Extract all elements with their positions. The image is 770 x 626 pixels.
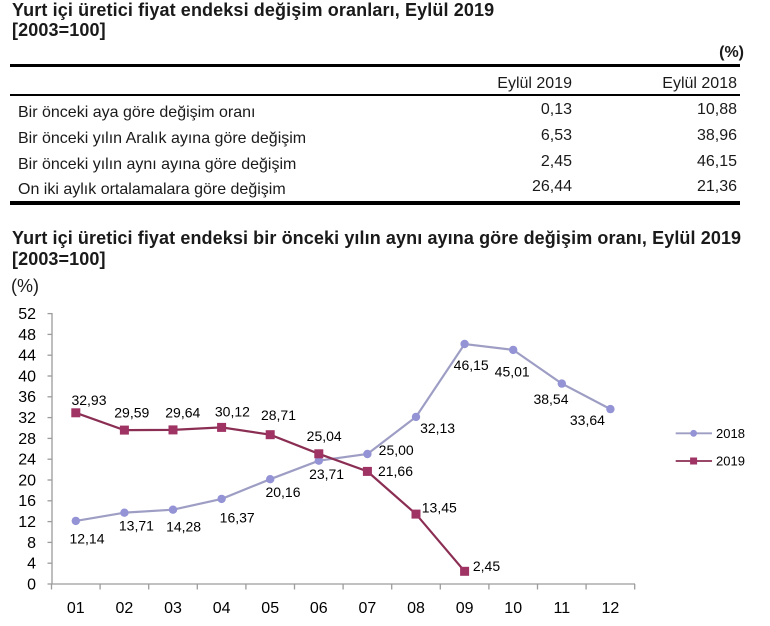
svg-text:04: 04 <box>213 600 231 617</box>
svg-text:29,59: 29,59 <box>114 405 149 421</box>
svg-text:8: 8 <box>27 535 36 552</box>
svg-text:01: 01 <box>67 600 85 617</box>
svg-text:2019: 2019 <box>716 454 745 469</box>
svg-text:24: 24 <box>18 452 36 469</box>
svg-text:2,45: 2,45 <box>473 558 500 574</box>
svg-text:33,64: 33,64 <box>570 412 605 428</box>
svg-text:36: 36 <box>18 389 36 406</box>
svg-text:30,12: 30,12 <box>215 403 250 419</box>
svg-text:46,15: 46,15 <box>454 357 489 373</box>
svg-text:38,54: 38,54 <box>533 391 568 407</box>
svg-text:06: 06 <box>310 600 328 617</box>
svg-text:52: 52 <box>18 306 36 323</box>
svg-text:12,14: 12,14 <box>69 530 104 546</box>
svg-text:29,64: 29,64 <box>165 405 200 421</box>
svg-text:09: 09 <box>456 600 474 617</box>
svg-text:48: 48 <box>18 327 36 344</box>
svg-text:16,37: 16,37 <box>220 510 255 526</box>
svg-text:25,04: 25,04 <box>307 428 342 444</box>
svg-text:23,71: 23,71 <box>309 466 344 482</box>
svg-text:14,28: 14,28 <box>166 518 201 534</box>
svg-text:07: 07 <box>359 600 377 617</box>
svg-text:20,16: 20,16 <box>265 484 300 500</box>
svg-text:25,00: 25,00 <box>379 442 414 458</box>
svg-text:10: 10 <box>504 600 522 617</box>
svg-text:12: 12 <box>18 514 36 531</box>
svg-text:05: 05 <box>261 600 279 617</box>
svg-text:13,71: 13,71 <box>119 518 154 534</box>
svg-text:28: 28 <box>18 431 36 448</box>
svg-text:2018: 2018 <box>716 426 745 441</box>
svg-text:44: 44 <box>18 348 36 365</box>
svg-text:40: 40 <box>18 368 36 385</box>
svg-text:32,13: 32,13 <box>420 420 455 436</box>
svg-text:4: 4 <box>27 556 36 573</box>
svg-text:11: 11 <box>553 600 570 617</box>
svg-text:21,66: 21,66 <box>378 463 413 479</box>
svg-text:02: 02 <box>116 600 134 617</box>
svg-text:08: 08 <box>407 600 425 617</box>
svg-text:12: 12 <box>602 600 620 617</box>
svg-text:03: 03 <box>164 600 182 617</box>
svg-text:45,01: 45,01 <box>495 363 530 379</box>
svg-text:0: 0 <box>27 576 36 593</box>
svg-text:13,45: 13,45 <box>422 500 457 516</box>
svg-text:20: 20 <box>18 472 36 489</box>
svg-text:28,71: 28,71 <box>261 407 296 423</box>
svg-text:32: 32 <box>18 410 36 427</box>
svg-text:32,93: 32,93 <box>71 392 106 408</box>
svg-text:16: 16 <box>18 493 36 510</box>
